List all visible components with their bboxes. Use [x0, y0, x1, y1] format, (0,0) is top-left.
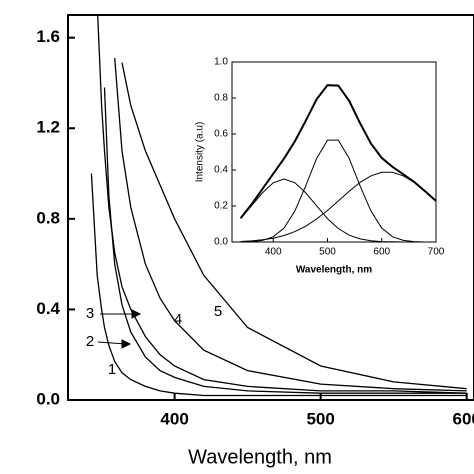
- x-axis-label: Wavelength, nm: [188, 446, 332, 468]
- line-series: [239, 84, 437, 219]
- plot-frame: [231, 61, 437, 243]
- curve-label: 4: [174, 311, 182, 328]
- line-series: [121, 62, 467, 390]
- y-tick-label: 0.6: [214, 129, 228, 140]
- curve-label: 3: [86, 305, 94, 322]
- curve-label: 5: [214, 303, 222, 320]
- x-tick-label: 400: [265, 247, 282, 258]
- x-tick-label: 600: [373, 247, 390, 258]
- line-series: [90, 173, 467, 397]
- x-tick-label: 400: [160, 409, 188, 428]
- x-tick-label: 700: [428, 247, 445, 258]
- y-axis-label: Intensity (a.u): [195, 122, 206, 183]
- y-tick-label: 0.0: [214, 237, 228, 248]
- x-tick-label: 500: [319, 247, 336, 258]
- y-tick-label: 1.0: [214, 57, 228, 68]
- y-tick-label: 0.4: [214, 165, 228, 176]
- y-tick-label: 0.8: [36, 208, 60, 227]
- line-series: [114, 57, 467, 392]
- plot-frame: [67, 14, 474, 401]
- y-tick-label: 0.8: [214, 93, 228, 104]
- curve-label: 1: [108, 361, 116, 378]
- inset-background: [232, 62, 436, 242]
- annotation-arrows: [97, 309, 142, 349]
- line-series: [240, 139, 436, 243]
- y-tick-label: 1.6: [36, 27, 60, 46]
- line-series: [97, 15, 467, 394]
- y-tick-label: 0.2: [214, 201, 228, 212]
- y-tick-label: 0.0: [36, 389, 60, 408]
- x-tick-label: 600: [453, 409, 474, 428]
- y-tick-label: 0.4: [36, 299, 60, 318]
- y-tick-label: 1.2: [36, 118, 60, 137]
- curve-label: 2: [86, 333, 94, 350]
- x-axis-label: Wavelength, nm: [296, 265, 372, 276]
- x-tick-label: 500: [306, 409, 334, 428]
